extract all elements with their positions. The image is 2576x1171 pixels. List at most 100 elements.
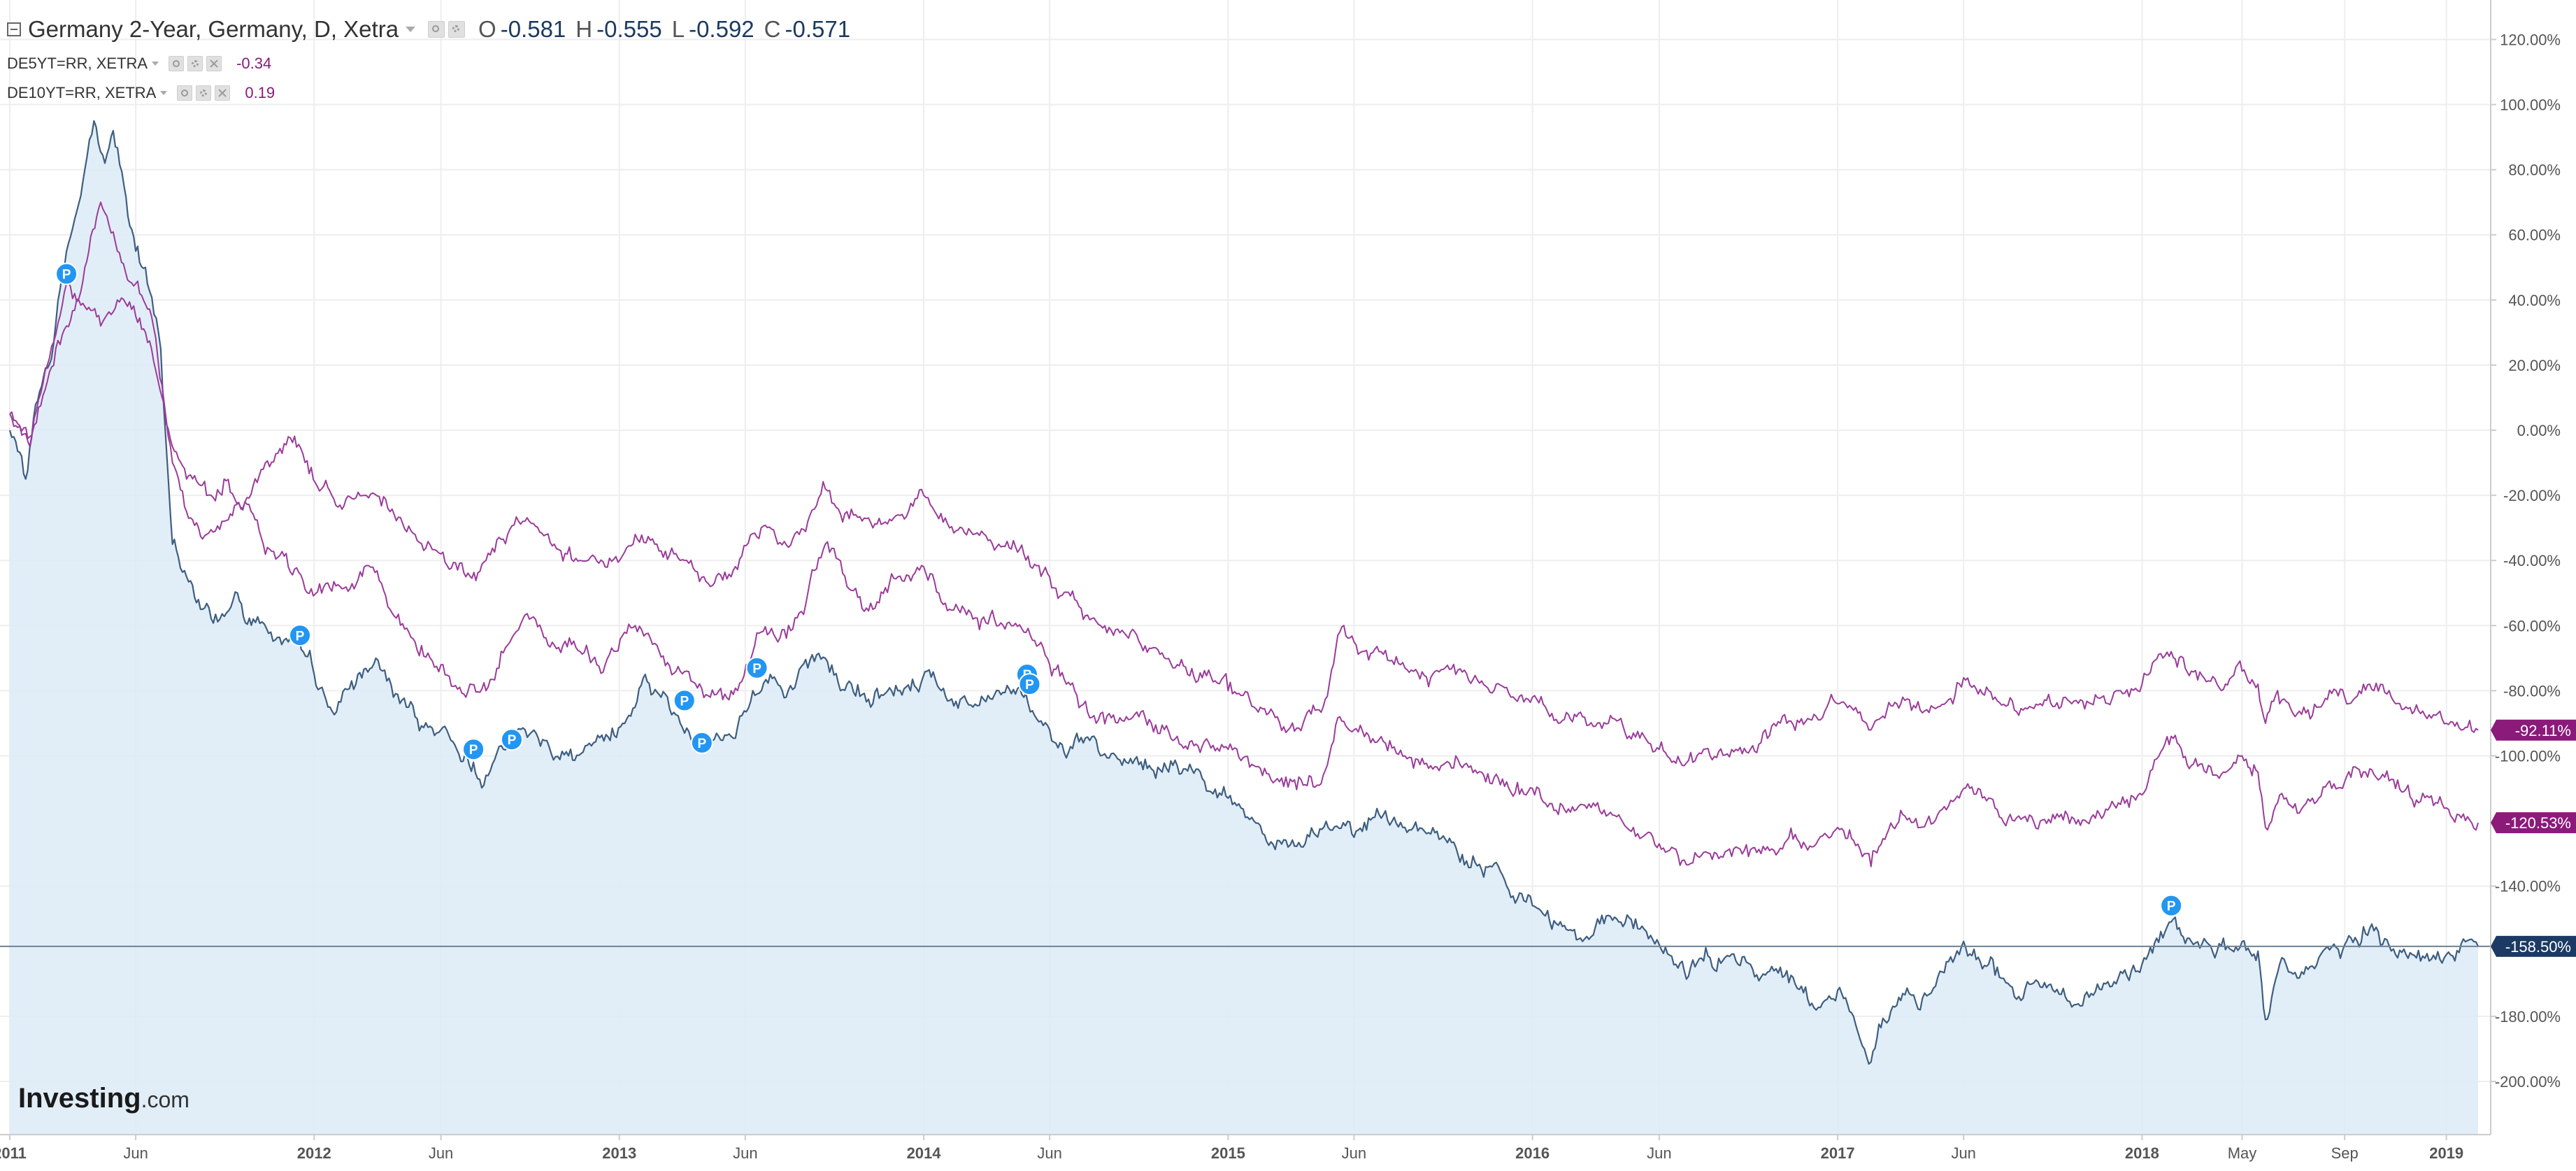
investing-watermark: Investing.com: [18, 1083, 189, 1114]
y-tick-label: 100.00%: [2500, 97, 2561, 114]
y-tick-label: -180.00%: [2495, 1008, 2561, 1025]
y-tick-label: -200.00%: [2495, 1073, 2561, 1091]
badge-label: -92.11%: [2515, 722, 2571, 739]
x-tick-label: 2016: [1515, 1144, 1550, 1162]
low-label: L: [671, 16, 685, 42]
watermark-suffix: .com: [141, 1087, 189, 1112]
x-tick-label: Jun: [1037, 1144, 1061, 1162]
chevron-down-icon[interactable]: [160, 91, 168, 95]
x-tick-label: Sep: [2331, 1144, 2359, 1162]
event-marker[interactable]: P: [500, 728, 523, 751]
badge-label: -158.50%: [2505, 938, 2571, 956]
x-tick-label: 2019: [2429, 1144, 2463, 1162]
marker-label: P: [697, 737, 706, 751]
marker-label: P: [296, 629, 305, 644]
badge-label: -120.53%: [2505, 814, 2571, 832]
close-icon[interactable]: [215, 85, 231, 101]
last-value-badge: -92.11%: [2491, 719, 2576, 741]
y-tick-label: -80.00%: [2503, 682, 2561, 700]
legend: Germany 2-Year, Germany, D, Xetra O -0.58…: [7, 10, 850, 108]
y-tick-label: 20.00%: [2508, 357, 2561, 374]
event-marker[interactable]: P: [462, 738, 485, 761]
high-value: -0.555: [596, 16, 662, 42]
event-marker[interactable]: P: [1018, 673, 1041, 696]
x-tick-label: Jun: [1342, 1144, 1366, 1162]
eye-icon[interactable]: [169, 56, 185, 71]
event-marker[interactable]: P: [745, 656, 768, 679]
price-axis-panel: [2491, 0, 2576, 1168]
eye-icon[interactable]: [177, 85, 193, 101]
chevron-down-icon[interactable]: [406, 27, 416, 32]
last-value-badge: -158.50%: [2491, 935, 2576, 957]
x-tick-label: May: [2228, 1144, 2257, 1162]
y-tick-label: 40.00%: [2508, 292, 2561, 309]
event-marker[interactable]: P: [289, 624, 312, 647]
marker-circle: [690, 731, 713, 754]
event-marker[interactable]: P: [55, 262, 78, 285]
close-label: C: [764, 16, 781, 42]
x-tick-label: 2011: [0, 1144, 27, 1162]
line-layer: [8, 120, 2479, 1065]
de5-series-name: DE5YT=RR, XETRA: [7, 55, 148, 72]
event-marker[interactable]: P: [690, 731, 713, 754]
series-line-de5: [9, 201, 2479, 867]
marker-circle: [500, 728, 523, 751]
y-tick-label: -60.00%: [2503, 617, 2561, 634]
x-tick-label: Jun: [429, 1144, 453, 1162]
x-tick-label: Jun: [733, 1144, 757, 1162]
series-area-fill: [10, 120, 2478, 1135]
badge-background: [2491, 935, 2576, 957]
y-tick-label: -40.00%: [2503, 552, 2561, 569]
open-label: O: [478, 16, 496, 42]
legend-main-row: Germany 2-Year, Germany, D, Xetra O -0.58…: [7, 10, 850, 49]
marker-circle: [55, 262, 78, 285]
collapse-icon[interactable]: [7, 22, 21, 36]
legend-de5-row: DE5YT=RR, XETRA -0.34: [7, 49, 850, 78]
badge-background: [2491, 719, 2576, 741]
watermark-brand: Investing: [18, 1083, 141, 1114]
x-tick-label: Jun: [123, 1144, 148, 1162]
last-value-badge: -120.53%: [2491, 812, 2576, 834]
event-marker[interactable]: P: [2160, 894, 2183, 917]
marker-label: P: [469, 743, 478, 758]
close-icon[interactable]: [206, 56, 222, 71]
x-tick-label: 2017: [1821, 1144, 1855, 1162]
marker-label: P: [62, 268, 71, 283]
de10-series-value: 0.19: [245, 84, 276, 101]
marker-label: P: [2167, 900, 2176, 914]
series-line-de2: [8, 120, 2479, 1065]
x-tick-label: Jun: [1951, 1144, 1975, 1162]
x-tick-label: 2014: [907, 1144, 942, 1162]
chevron-down-icon[interactable]: [152, 62, 159, 66]
y-tick-label: 120.00%: [2500, 31, 2561, 48]
series-line-de10: [9, 280, 2479, 767]
marker-label: P: [508, 733, 517, 748]
gear-icon[interactable]: [187, 56, 203, 71]
gear-icon[interactable]: [448, 21, 466, 38]
svg-text:Investing.com: Investing.com: [18, 1083, 189, 1114]
low-value: -0.592: [689, 16, 754, 42]
gear-icon[interactable]: [196, 85, 212, 101]
marker-circle: [289, 624, 312, 647]
y-tick-label: -140.00%: [2495, 878, 2561, 895]
event-marker[interactable]: P: [673, 689, 696, 712]
marker-circle: [2160, 894, 2183, 917]
x-tick-label: 2018: [2125, 1144, 2159, 1162]
de5-series-value: -0.34: [236, 55, 272, 72]
y-tick-label: 80.00%: [2508, 162, 2561, 179]
x-tick-label: Jun: [1647, 1144, 1671, 1162]
marker-label: P: [680, 694, 689, 709]
badge-background: [2491, 812, 2576, 834]
x-tick-label: 2012: [297, 1144, 331, 1162]
eye-icon[interactable]: [428, 21, 445, 38]
main-series-title: Germany 2-Year, Germany, D, Xetra: [28, 16, 399, 42]
marker-layer: PPPPPPPPPP: [55, 262, 2183, 917]
marker-circle: [462, 738, 485, 761]
marker-circle: [1018, 673, 1041, 696]
x-tick-label: 2015: [1211, 1144, 1245, 1162]
legend-de10-row: DE10YT=RR, XETRA 0.19: [7, 78, 850, 108]
open-value: -0.581: [500, 16, 566, 42]
